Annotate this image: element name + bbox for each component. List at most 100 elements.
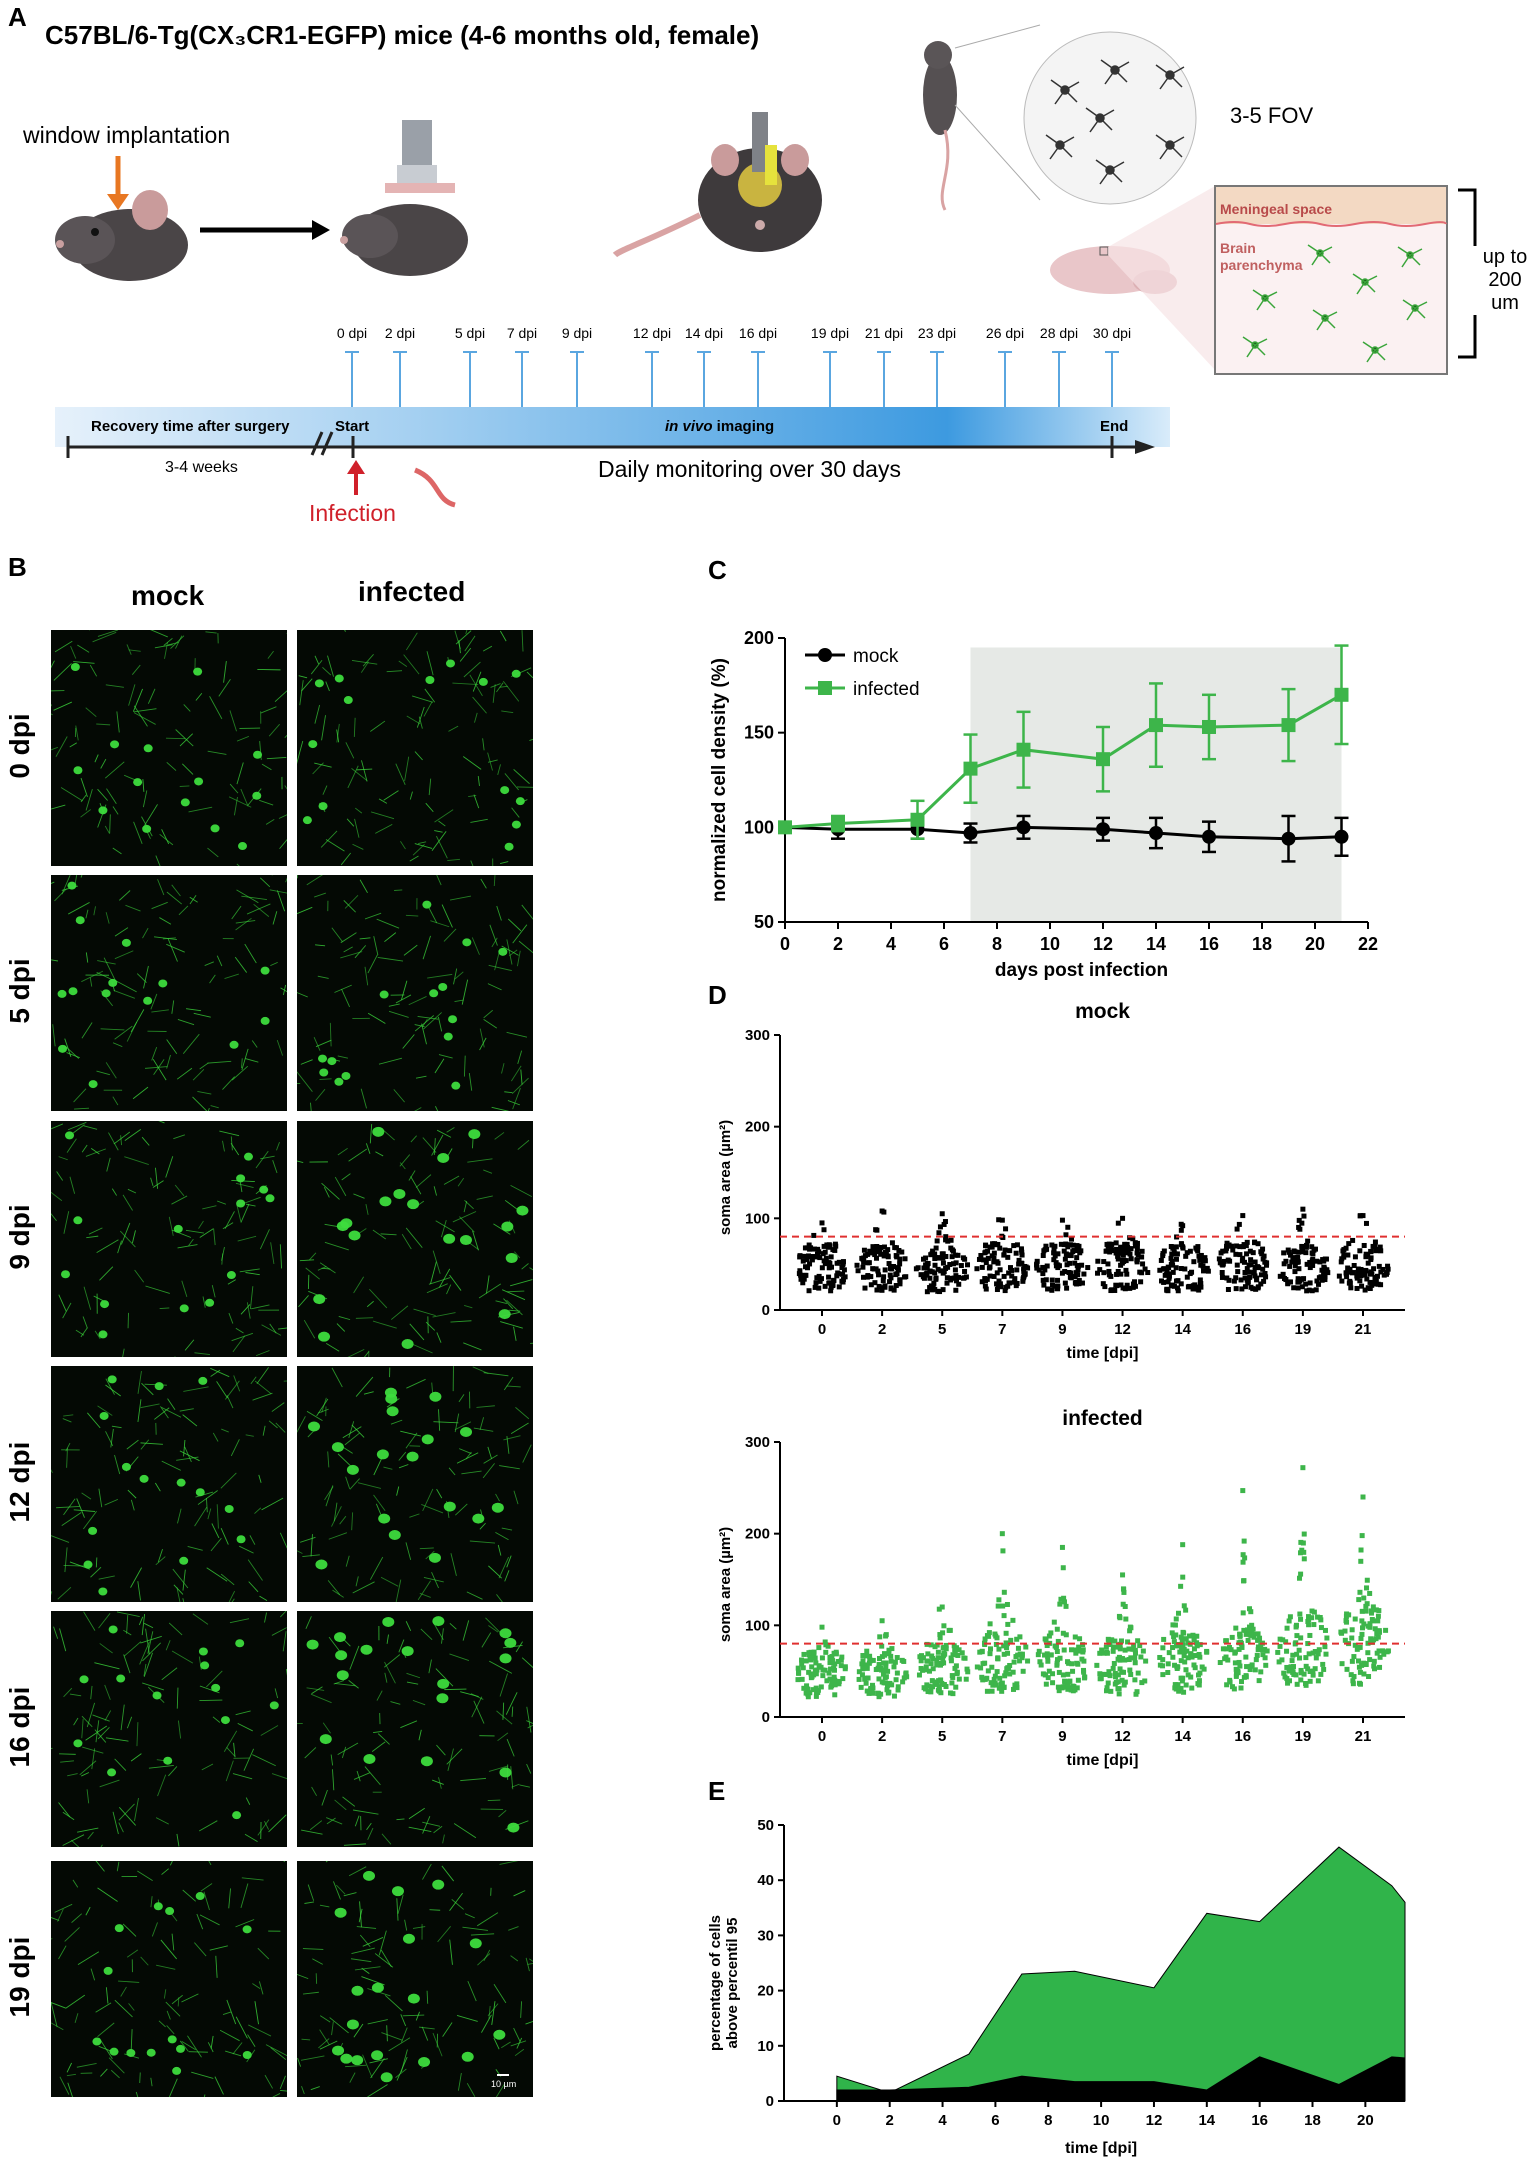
- swarm-point: [1220, 1646, 1226, 1652]
- microglia-process: [405, 1542, 412, 1560]
- microglia-process: [324, 1241, 349, 1251]
- microglia-process: [493, 2037, 500, 2050]
- swarm-point: [1298, 1550, 1304, 1556]
- swarm-point: [893, 1677, 899, 1683]
- swarm-point: [1248, 1284, 1254, 1290]
- swarm-point: [1385, 1263, 1391, 1269]
- microglia-process: [460, 1691, 479, 1698]
- microglia-process: [499, 685, 508, 688]
- microglia-soma: [428, 1552, 441, 1563]
- microglia-soma: [154, 1382, 164, 1391]
- microglia-process: [171, 884, 181, 897]
- microglia-soma: [443, 1032, 453, 1041]
- swarm-point: [1124, 1282, 1130, 1288]
- panel-b-letter: B: [8, 552, 27, 582]
- swarm-point: [1065, 1683, 1071, 1689]
- microglia-process: [423, 701, 433, 717]
- microglia-process: [506, 1738, 515, 1757]
- swarm-point: [1054, 1649, 1060, 1655]
- microglia-process: [489, 924, 498, 946]
- microglia-process: [355, 1576, 359, 1587]
- swarm-point: [1015, 1652, 1021, 1658]
- microglia-soma: [173, 1224, 183, 1233]
- microglia-process: [100, 1028, 125, 1031]
- swarm-point: [1304, 1261, 1310, 1267]
- panel-a-title: C57BL/6-Tg(CX₃CR1-EGFP) mice (4-6 months…: [45, 20, 760, 50]
- microglia-process: [357, 1482, 381, 1489]
- microglia-process: [80, 875, 83, 878]
- swarm-point: [1055, 1657, 1061, 1663]
- swarm-point: [1138, 1654, 1144, 1660]
- swarm-point: [1178, 1675, 1184, 1681]
- swarm-point: [1139, 1680, 1145, 1686]
- swarm-point: [1242, 1275, 1248, 1281]
- microglia-soma: [432, 1616, 445, 1627]
- swarm-point: [1219, 1270, 1225, 1276]
- microglia-process: [384, 1672, 388, 1683]
- swarm-point: [1218, 1250, 1224, 1256]
- microglia-process: [462, 1620, 470, 1641]
- swarm-point: [1325, 1270, 1331, 1276]
- swarm-point: [1313, 1655, 1319, 1661]
- swarm-point: [1201, 1268, 1207, 1274]
- microglia-process: [67, 902, 90, 915]
- swarm-point: [947, 1261, 953, 1267]
- swarm-point: [882, 1267, 888, 1273]
- microglia-process: [493, 1984, 507, 2004]
- swarm-point: [1004, 1645, 1010, 1651]
- x-tick-label: 10: [1093, 2112, 1110, 2129]
- timeline-dpi-label: 16 dpi: [738, 325, 778, 341]
- swarm-point: [1048, 1652, 1054, 1658]
- swarm-point: [1374, 1630, 1380, 1636]
- microglia-process: [508, 1309, 521, 1312]
- swarm-point: [822, 1667, 828, 1673]
- microglia-soma: [163, 1756, 173, 1765]
- microglia-process: [448, 1467, 456, 1476]
- x-tick-label: 8: [1044, 2112, 1052, 2129]
- microglia-process: [93, 1295, 105, 1302]
- microglia-process: [99, 1779, 120, 1788]
- microglia-process: [236, 735, 250, 742]
- swarm-point: [939, 1680, 945, 1686]
- microglia-process: [297, 1416, 306, 1433]
- scale-bar-label: 10 µm: [491, 2079, 516, 2089]
- swarm-point: [803, 1690, 809, 1696]
- swarm-point: [1051, 1619, 1057, 1625]
- swarm-point: [1319, 1277, 1325, 1283]
- microglia-process: [412, 1343, 433, 1354]
- swarm-point: [935, 1649, 941, 1655]
- microglia-soma: [176, 1478, 186, 1487]
- microglia-process: [69, 1693, 82, 1697]
- swarm-point: [805, 1686, 811, 1692]
- swarm-point: [1320, 1661, 1326, 1667]
- swarm-point: [1115, 1256, 1121, 1262]
- microglia-soma: [121, 1462, 131, 1471]
- microglia-process: [404, 756, 410, 782]
- swarm-point: [1377, 1244, 1383, 1250]
- swarm-point: [1189, 1685, 1195, 1691]
- microglia-process: [301, 2086, 305, 2095]
- x-tick-label: 18: [1304, 2112, 1321, 2129]
- microglia-process: [421, 1503, 444, 1514]
- swarm-point: [1294, 1681, 1300, 1687]
- row-label: 16 dpi: [4, 1686, 35, 1768]
- microglia-process: [231, 1332, 254, 1342]
- swarm-point: [799, 1661, 805, 1667]
- microglia-process: [304, 1901, 315, 1904]
- swarm-point: [828, 1666, 834, 1672]
- microglia-process: [100, 1844, 103, 1847]
- microglia-process: [356, 768, 373, 771]
- swarm-point: [1352, 1616, 1358, 1622]
- x-tick-label: 6: [939, 934, 949, 954]
- y-tick-label: 40: [757, 1872, 774, 1889]
- microglia-process: [526, 671, 533, 679]
- swarm-point: [1227, 1258, 1233, 1264]
- microglia-process: [205, 631, 217, 634]
- microglia-process: [283, 1380, 287, 1382]
- microglia-process: [317, 975, 329, 979]
- microglia-process: [528, 1958, 533, 1962]
- microglia-process: [313, 1036, 321, 1051]
- microglia-process: [166, 1039, 178, 1055]
- swarm-point: [1005, 1621, 1011, 1627]
